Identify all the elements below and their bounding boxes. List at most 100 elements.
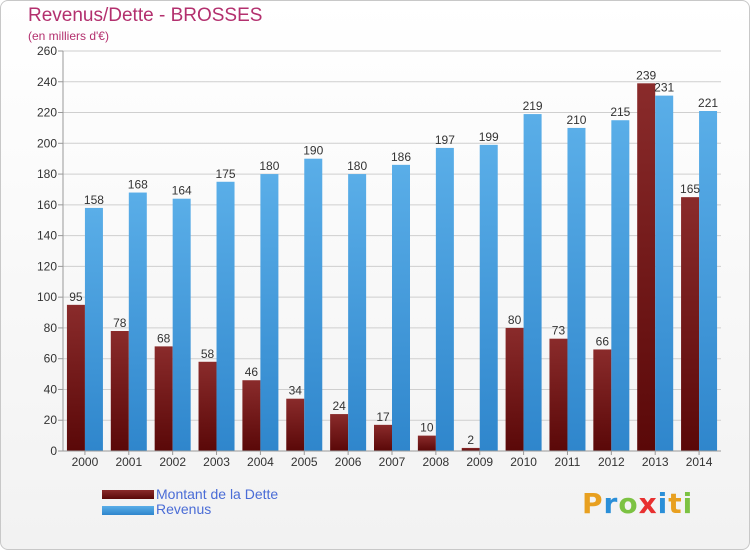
x-tick-label: 2008 (423, 455, 450, 469)
legend-swatch-dette (102, 490, 154, 499)
y-tick-label: 180 (37, 167, 57, 181)
y-tick-label: 260 (37, 44, 57, 58)
bar-revenus-2010 (523, 114, 542, 452)
bar-dette-2002 (154, 346, 173, 451)
data-label-revenus-2000: 158 (84, 193, 104, 207)
data-label-dette-2008: 10 (420, 421, 434, 435)
y-tick-label: 200 (37, 136, 57, 150)
bar-dette-2012 (593, 349, 612, 451)
bar-dette-2010 (505, 327, 524, 451)
bar-revenus-2000 (84, 207, 103, 451)
x-tick-label: 2002 (159, 455, 186, 469)
y-tick-label: 240 (37, 75, 57, 89)
data-label-revenus-2009: 199 (479, 130, 499, 144)
x-tick-label: 2014 (686, 455, 713, 469)
x-tick-label: 2004 (247, 455, 274, 469)
bar-revenus-2011 (567, 127, 586, 451)
bar-revenus-2007 (392, 164, 410, 451)
y-tick-label: 20 (44, 413, 58, 427)
data-label-dette-2002: 68 (157, 331, 171, 345)
data-label-dette-2014: 165 (680, 182, 700, 196)
legend-label-revenus: Revenus (156, 501, 212, 517)
data-label-revenus-2010: 219 (523, 99, 543, 113)
data-label-dette-2012: 66 (596, 334, 610, 348)
data-label-revenus-2007: 186 (391, 150, 411, 164)
data-label-revenus-2008: 197 (435, 133, 455, 147)
data-label-revenus-2003: 175 (216, 167, 236, 181)
bar-revenus-2005 (304, 158, 323, 451)
x-tick-label: 2003 (203, 455, 230, 469)
bar-dette-2009 (461, 447, 480, 451)
logo-letter: i (657, 487, 669, 520)
data-label-dette-2013: 239 (636, 68, 656, 82)
data-label-dette-2010: 80 (508, 313, 522, 327)
bar-dette-2006 (330, 414, 349, 451)
y-tick-label: 140 (37, 229, 57, 243)
x-tick-label: 2012 (598, 455, 625, 469)
data-label-revenus-2006: 180 (347, 159, 367, 173)
x-tick-label: 2009 (466, 455, 493, 469)
legend-label-dette: Montant de la Dette (156, 486, 279, 502)
bar-dette-2011 (549, 338, 568, 451)
logo-letter: o (618, 487, 639, 520)
x-tick-label: 2013 (642, 455, 669, 469)
x-tick-label: 2010 (510, 455, 537, 469)
data-label-dette-2004: 46 (245, 365, 259, 379)
y-tick-label: 60 (44, 352, 58, 366)
logo-letter: t (668, 487, 683, 520)
bar-revenus-2003 (216, 181, 235, 451)
y-tick-label: 220 (37, 106, 57, 120)
logo-letter: r (603, 487, 619, 520)
data-label-dette-2011: 73 (552, 324, 566, 338)
bar-revenus-2009 (479, 144, 498, 451)
data-label-revenus-2013: 231 (654, 81, 674, 95)
bar-dette-2003 (198, 361, 217, 451)
logo-letter: x (638, 487, 658, 520)
data-label-revenus-2014: 221 (698, 96, 718, 110)
y-tick-label: 80 (44, 321, 58, 335)
bar-dette-2013 (637, 83, 656, 452)
bar-dette-2005 (286, 398, 305, 451)
y-tick-label: 160 (37, 198, 57, 212)
bar-dette-2004 (242, 380, 261, 451)
proxiti-logo: Proxiti (582, 487, 693, 520)
bar-revenus-2014 (699, 111, 718, 451)
x-tick-label: 2011 (555, 455, 581, 469)
bar-revenus-2006 (348, 174, 367, 452)
bar-dette-2007 (374, 424, 392, 451)
data-label-revenus-2002: 164 (172, 184, 192, 198)
x-tick-label: 2006 (335, 455, 362, 469)
data-label-dette-2003: 58 (201, 347, 215, 361)
bar-revenus-2013 (655, 95, 674, 451)
y-tick-label: 100 (37, 290, 57, 304)
legend-swatch-revenus (102, 506, 154, 515)
bar-revenus-2008 (435, 147, 454, 451)
bar-dette-2000 (66, 304, 85, 451)
bar-revenus-2002 (172, 198, 191, 451)
x-tick-label: 2005 (291, 455, 318, 469)
bar-revenus-2012 (611, 120, 630, 451)
y-tick-label: 120 (37, 259, 57, 273)
bar-dette-2001 (110, 331, 129, 451)
x-tick-label: 2001 (115, 455, 142, 469)
data-label-revenus-2012: 215 (610, 105, 630, 119)
data-label-dette-2001: 78 (113, 316, 127, 330)
x-tick-label: 2000 (72, 455, 99, 469)
data-label-revenus-2005: 190 (303, 144, 323, 158)
data-label-revenus-2001: 168 (128, 178, 148, 192)
logo-letter: P (582, 487, 604, 520)
y-tick-label: 40 (44, 382, 58, 396)
data-label-revenus-2004: 180 (259, 159, 279, 173)
chart-subtitle: (en milliers d'€) (28, 29, 109, 43)
data-label-dette-2005: 34 (289, 384, 303, 398)
y-tick-label: 0 (50, 444, 57, 458)
logo-letter: i (682, 487, 694, 520)
bar-revenus-2001 (128, 192, 147, 452)
x-tick-label: 2007 (379, 455, 406, 469)
bar-revenus-2004 (260, 174, 279, 452)
data-label-revenus-2011: 210 (566, 113, 586, 127)
data-label-dette-2006: 24 (332, 399, 346, 413)
chart-title: Revenus/Dette - BROSSES (28, 5, 263, 26)
data-label-dette-2007: 17 (376, 410, 390, 424)
